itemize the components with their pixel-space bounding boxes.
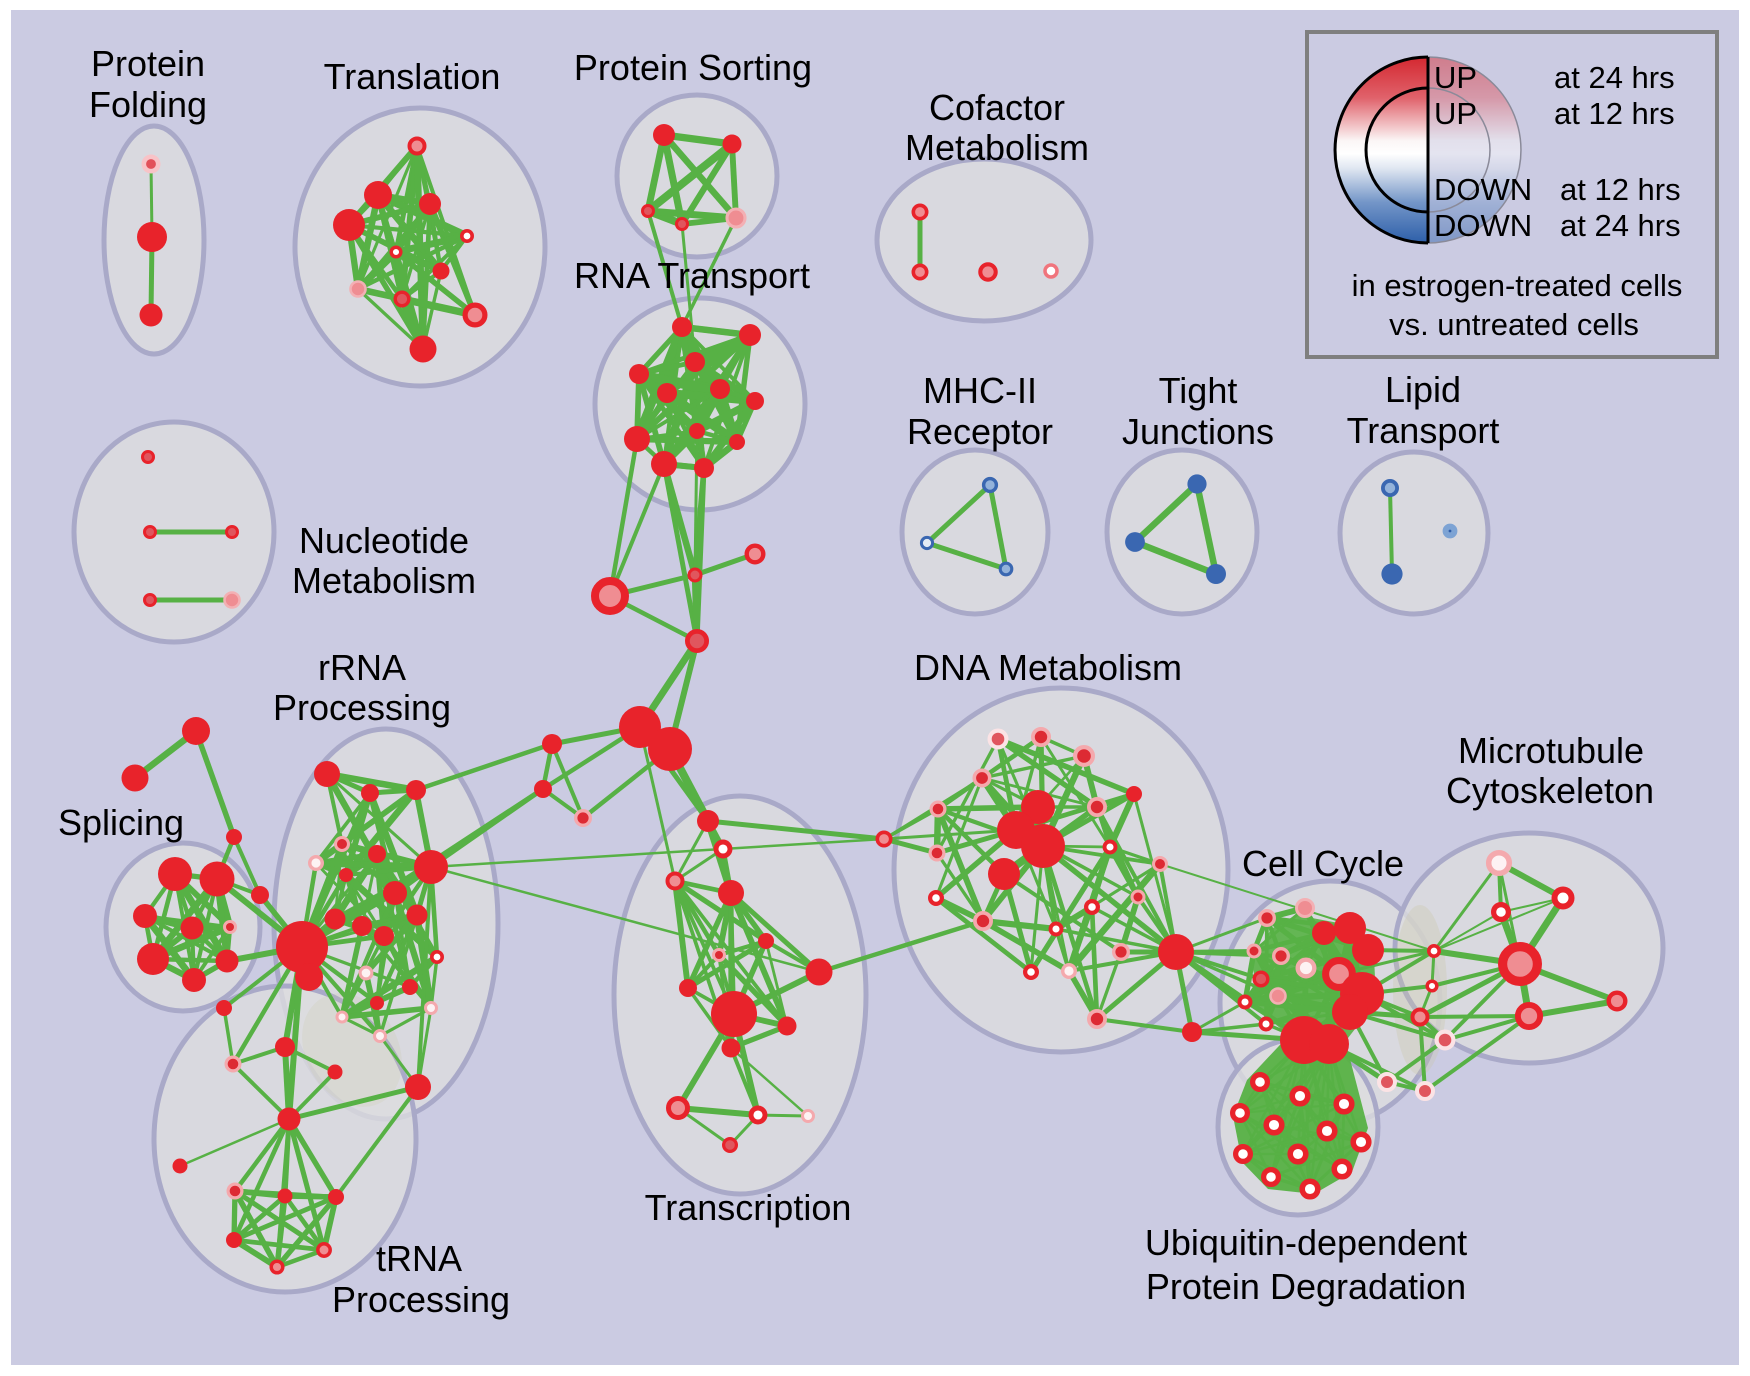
svg-text:Junctions: Junctions xyxy=(1122,411,1274,452)
svg-text:Lipid: Lipid xyxy=(1385,369,1461,410)
svg-text:DNA Metabolism: DNA Metabolism xyxy=(914,647,1182,688)
svg-text:Protein Degradation: Protein Degradation xyxy=(1146,1266,1466,1307)
svg-text:Protein: Protein xyxy=(91,43,205,84)
svg-text:Metabolism: Metabolism xyxy=(292,560,476,601)
svg-text:Splicing: Splicing xyxy=(58,802,184,843)
svg-text:rRNA: rRNA xyxy=(318,647,406,688)
svg-text:UP: UP xyxy=(1434,60,1477,95)
svg-text:Transcription: Transcription xyxy=(645,1187,852,1228)
svg-text:DOWN: DOWN xyxy=(1434,172,1532,207)
svg-text:Translation: Translation xyxy=(324,56,501,97)
svg-text:Ubiquitin-dependent: Ubiquitin-dependent xyxy=(1145,1222,1467,1263)
svg-text:tRNA: tRNA xyxy=(376,1238,462,1279)
svg-text:at 12 hrs: at 12 hrs xyxy=(1554,96,1675,131)
svg-text:at 12 hrs: at 12 hrs xyxy=(1560,172,1681,207)
svg-text:Transport: Transport xyxy=(1347,410,1500,451)
svg-text:in estrogen-treated cells: in estrogen-treated cells xyxy=(1352,268,1683,303)
svg-text:Tight: Tight xyxy=(1159,370,1238,411)
svg-text:MHC-II: MHC-II xyxy=(923,370,1037,411)
svg-text:UP: UP xyxy=(1434,96,1477,131)
svg-text:Protein Sorting: Protein Sorting xyxy=(574,47,812,88)
svg-text:Metabolism: Metabolism xyxy=(905,127,1089,168)
svg-text:Receptor: Receptor xyxy=(907,411,1053,452)
svg-text:vs. untreated cells: vs. untreated cells xyxy=(1389,307,1639,342)
svg-text:Microtubule: Microtubule xyxy=(1458,730,1644,771)
svg-text:RNA Transport: RNA Transport xyxy=(574,255,810,296)
svg-text:Cell Cycle: Cell Cycle xyxy=(1242,843,1404,884)
svg-text:Nucleotide: Nucleotide xyxy=(299,520,469,561)
svg-text:Processing: Processing xyxy=(332,1279,510,1320)
svg-text:Cytoskeleton: Cytoskeleton xyxy=(1446,770,1654,811)
svg-text:at 24 hrs: at 24 hrs xyxy=(1554,60,1675,95)
svg-text:Folding: Folding xyxy=(89,84,207,125)
svg-text:Cofactor: Cofactor xyxy=(929,87,1065,128)
svg-text:DOWN: DOWN xyxy=(1434,208,1532,243)
svg-text:Processing: Processing xyxy=(273,687,451,728)
svg-text:at 24 hrs: at 24 hrs xyxy=(1560,208,1681,243)
